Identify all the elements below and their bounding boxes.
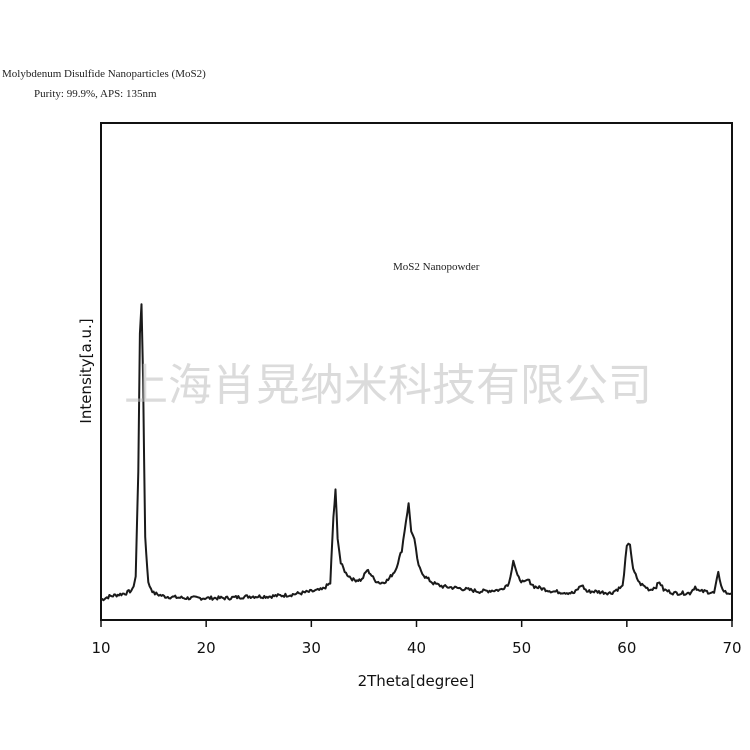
x-tick-label: 60 — [617, 639, 636, 657]
x-tick-label: 40 — [407, 639, 426, 657]
x-axis-ticks: 10 20 30 40 50 60 70 — [91, 620, 742, 657]
x-tick-label: 50 — [512, 639, 531, 657]
x-tick-label: 70 — [722, 639, 741, 657]
x-tick-label: 30 — [302, 639, 321, 657]
x-tick-label: 10 — [91, 639, 110, 657]
watermark-text: 上海肖晃纳米科技有限公司 — [124, 360, 652, 411]
y-axis-label: Intensity[a.u.] — [77, 318, 95, 423]
x-axis-label: 2Theta[degree] — [358, 672, 475, 690]
chart-header-title: Molybdenum Disulfide Nanoparticles (MoS2… — [2, 68, 206, 80]
xrd-series-line — [100, 303, 733, 602]
x-tick-label: 20 — [197, 639, 216, 657]
annotation-label: MoS2 Nanopowder — [393, 261, 480, 273]
chart-header-subtitle: Purity: 99.9%, APS: 135nm — [34, 88, 157, 100]
